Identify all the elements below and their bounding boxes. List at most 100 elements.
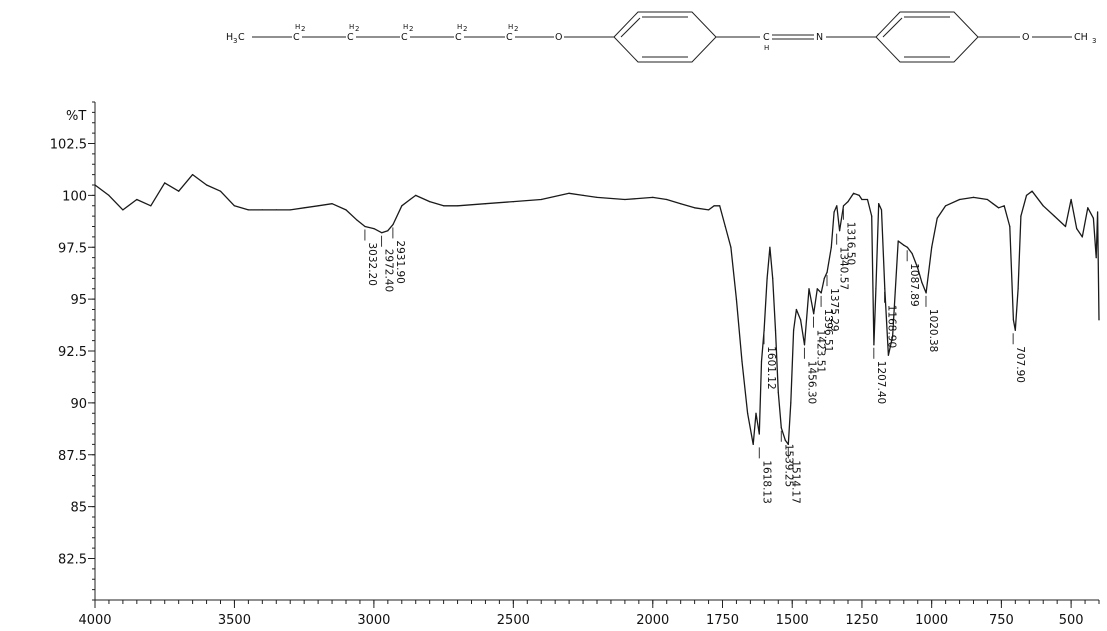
spectrum-point: [800, 319, 802, 321]
peak-label: 2972.40: [383, 249, 395, 292]
spectrum-point: [772, 277, 774, 279]
spectrum-point: [331, 203, 333, 205]
spectrum-point: [793, 329, 795, 331]
spectrum-point: [853, 192, 855, 194]
spectrum-point: [1087, 207, 1089, 209]
struct-nitrogen: N: [816, 32, 823, 43]
spectrum-point: [903, 244, 905, 246]
spectrum-point: [233, 205, 235, 207]
spectrum-point: [206, 184, 208, 186]
spectrum-point: [813, 313, 815, 315]
spectrum-point: [136, 198, 138, 201]
struct-ch2-2: C H 2: [347, 23, 359, 43]
spectrum-point: [164, 182, 166, 184]
struct-ch2-c: C: [347, 32, 354, 43]
peak-label: 1456.30: [805, 361, 817, 404]
spectrum-point: [247, 209, 249, 211]
y-axis-label: %T: [66, 109, 86, 124]
spectrum-point: [364, 225, 366, 228]
spectrum-point: [1081, 236, 1083, 238]
spectrum-point: [624, 198, 626, 201]
spectrum-point: [763, 329, 765, 331]
spectrum-point: [275, 209, 277, 211]
struct-ch2-4: C H 2: [455, 23, 467, 43]
spectrum-point: [873, 344, 875, 346]
spectrum-point: [540, 198, 542, 201]
x-tick-label: 1250: [845, 613, 878, 628]
spectrum-point: [1012, 319, 1015, 321]
y-tick-label: 95: [70, 293, 87, 308]
spectrum-point: [766, 277, 768, 279]
spectrum-point: [1053, 215, 1055, 217]
spectrum-point: [429, 201, 431, 203]
spectrum-point: [694, 207, 696, 209]
peak-label: 707.90: [1014, 346, 1026, 383]
spectrum-point: [833, 211, 835, 213]
peak-label: 1514.17: [789, 460, 801, 503]
spectrum-point: [192, 174, 194, 176]
struct-imine-carbon: C: [763, 32, 770, 43]
x-tick-label: 2500: [497, 613, 530, 628]
struct-ch2-sub: 2: [463, 25, 467, 33]
peak-label: 1207.40: [875, 361, 887, 404]
spectrum-point: [808, 288, 810, 290]
spectrum-point: [1097, 211, 1099, 213]
spectrum-point: [1098, 319, 1100, 321]
spectrum-point: [150, 205, 152, 207]
peak-label: 1618.13: [760, 460, 772, 503]
x-tick-label: 1750: [706, 613, 739, 628]
struct-ch2-3: C H 2: [401, 23, 413, 43]
spectrum-point: [735, 298, 738, 300]
struct-ch2-sub: 2: [301, 25, 305, 33]
spectrum-point: [741, 360, 743, 362]
spectrum-point: [884, 288, 886, 290]
struct-methyl-end: CH: [1074, 32, 1088, 43]
struct-ch2-5: C H 2: [506, 23, 518, 43]
peak-label: 1340.57: [838, 247, 850, 290]
spectrum-point: [415, 194, 417, 196]
spectrum-point: [878, 203, 880, 205]
chemical-structure: H 3 C C H 2 C H 2 C H 2 C H 2 C: [226, 11, 1096, 63]
spectrum-point: [108, 194, 110, 196]
spectrum-point: [755, 412, 757, 414]
x-tick-label: 750: [989, 613, 1014, 628]
peak-label: 1375.29: [828, 288, 840, 331]
spectrum-point: [708, 209, 710, 211]
spectrum-point: [880, 209, 883, 211]
x-tick-label: 3500: [218, 613, 251, 628]
y-tick-label: 85: [70, 501, 87, 516]
struct-h3c-c: C: [238, 32, 245, 43]
spectrum-point: [345, 209, 347, 211]
x-tick-label: 1000: [915, 613, 948, 628]
y-tick-label: 100: [62, 189, 87, 204]
struct-ch2-sub: 2: [355, 25, 359, 33]
spectrum-point: [803, 344, 806, 346]
spectrum-point: [373, 228, 375, 230]
ir-chart: %T 4000 3500 3000 2500 2000 1750 1500 1250 1000 7…: [50, 101, 1100, 628]
spectrum-point: [719, 205, 721, 207]
spectrum-point: [381, 232, 383, 234]
spectrum-point: [680, 203, 682, 205]
struct-ch2-sub: 2: [514, 25, 518, 33]
spectrum-point: [1009, 225, 1011, 228]
spectrum-point: [666, 198, 668, 201]
struct-ch2-h: H: [457, 23, 462, 31]
spectrum-point: [457, 205, 459, 207]
spectrum-point: [178, 190, 180, 192]
spectrum-point: [795, 308, 798, 311]
peak-label: 1539.25: [782, 444, 794, 487]
peak-label: 1396.51: [822, 309, 834, 352]
spectrum-point: [917, 267, 919, 269]
spectrum-point: [925, 292, 927, 294]
spectrum-point: [1092, 217, 1094, 219]
spectrum-point: [830, 246, 832, 248]
spectrum-point: [1017, 288, 1019, 290]
struct-benzene-ring-2: [875, 11, 979, 63]
spectrum-point: [847, 201, 849, 203]
spectrum-point: [760, 360, 763, 362]
peak-label: 2931.90: [394, 240, 406, 283]
x-tick-label: 3000: [357, 613, 390, 628]
peak-label: 1423.51: [815, 330, 827, 373]
struct-benzene-ring-1: [613, 11, 717, 63]
